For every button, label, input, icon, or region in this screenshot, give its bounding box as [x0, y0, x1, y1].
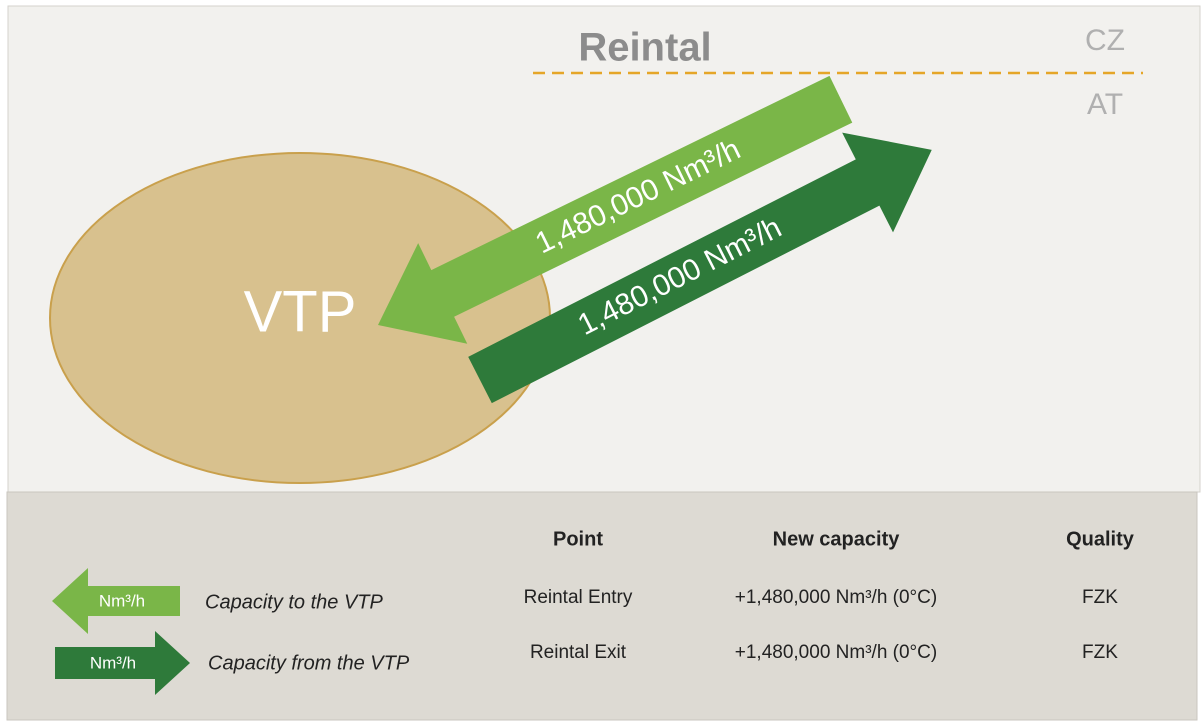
- table-cell: FZK: [1082, 587, 1118, 608]
- legend-icon-label: Nm³/h: [90, 653, 136, 672]
- arrow-shape: [468, 132, 932, 404]
- table-cell: Reintal Exit: [530, 642, 627, 663]
- legend-icon: [55, 631, 190, 695]
- legend-icon: [52, 568, 180, 634]
- arrow-shape: [378, 75, 853, 344]
- table-cell: +1,480,000 Nm³/h (0°C): [735, 587, 937, 608]
- table-header: Point: [553, 528, 603, 550]
- table-cell: Reintal Entry: [524, 587, 633, 608]
- table-cell: +1,480,000 Nm³/h (0°C): [735, 642, 937, 663]
- legend-icon-label: Nm³/h: [99, 591, 145, 610]
- table-header: Quality: [1066, 528, 1135, 550]
- legend-label: Capacity to the VTP: [205, 591, 384, 613]
- table-header: New capacity: [773, 528, 901, 550]
- country-label: CZ: [1085, 24, 1125, 57]
- hub-label: VTP: [244, 279, 357, 344]
- point-title: Reintal: [578, 26, 711, 70]
- country-label: AT: [1087, 88, 1123, 121]
- table-cell: FZK: [1082, 642, 1118, 663]
- table-panel: [6, 491, 1198, 721]
- legend-label: Capacity from the VTP: [208, 652, 410, 674]
